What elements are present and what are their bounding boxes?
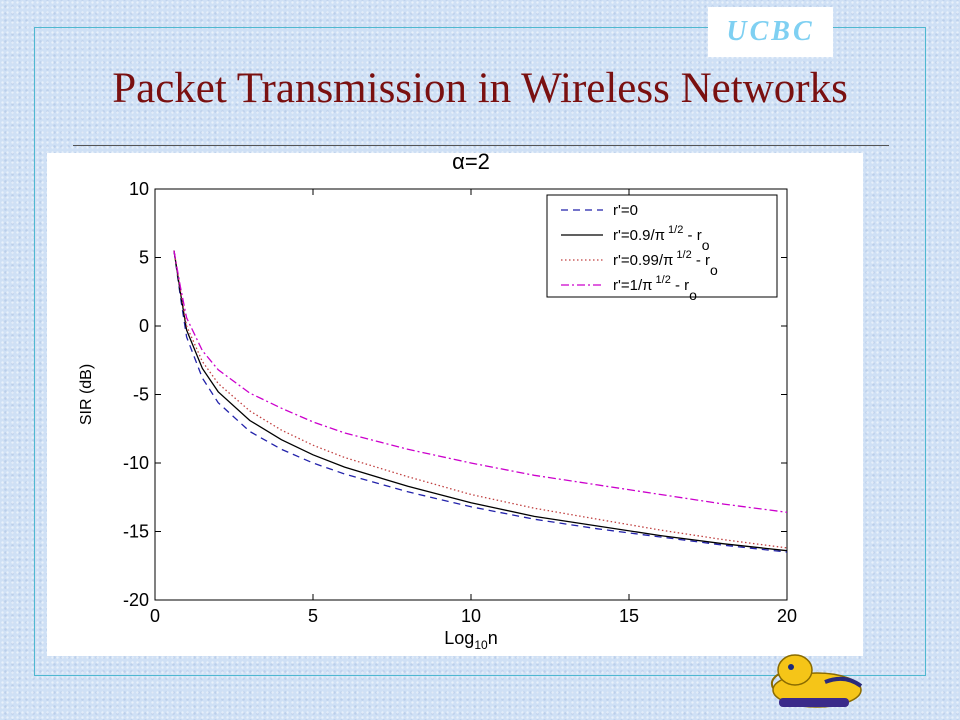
title-divider xyxy=(73,145,889,146)
y-tick-label: 10 xyxy=(129,179,149,199)
x-tick-label: 20 xyxy=(777,606,797,626)
slide-title: Packet Transmission in Wireless Networks xyxy=(112,65,848,112)
legend-entry-main: r'=0.99/π xyxy=(613,252,673,269)
legend-entry-2: r'=0.99/π 1/2 - ro xyxy=(613,249,718,278)
legend-entry-sup: 1/2 xyxy=(652,274,670,286)
x-tick-label: 10 xyxy=(461,606,481,626)
y-tick-label: -5 xyxy=(133,385,149,405)
legend-box xyxy=(546,194,778,298)
legend-entry-0: r'=0 xyxy=(613,202,638,219)
x-tick-label: 5 xyxy=(308,606,318,626)
y-tick-label: 5 xyxy=(139,248,149,268)
ucbc-logo: UCBC xyxy=(708,7,833,57)
legend-entry-tail: - r xyxy=(671,277,689,294)
legend-entry-3: r'=1/π 1/2 - ro xyxy=(613,274,697,303)
legend-entry-sub: o xyxy=(710,262,718,278)
logo-text: UCBC xyxy=(726,16,815,47)
y-tick-label: 0 xyxy=(139,316,149,336)
x-axis-label-sub: 10 xyxy=(474,638,488,652)
legend-entry-1: r'=0.9/π 1/2 - ro xyxy=(613,224,710,253)
series-line-2 xyxy=(173,250,788,549)
legend-entry-main: r'=0 xyxy=(613,202,638,219)
legend-entry-sup: 1/2 xyxy=(665,224,683,236)
legend-entry-sup: 1/2 xyxy=(673,249,691,261)
chart-card: α=2 0 5 10 15 20 -20 -15 -10 -5 0 5 10 Log10n SIR (dB)… xyxy=(47,153,863,656)
legend-entry-sub: o xyxy=(702,237,710,253)
legend-entry-main: r'=1/π xyxy=(613,277,652,294)
x-tick-label: 15 xyxy=(619,606,639,626)
legend-entry-tail: - r xyxy=(683,227,701,244)
legend-entry-main: r'=0.9/π xyxy=(613,227,665,244)
y-tick-label: -15 xyxy=(123,522,149,542)
y-tick-label: -10 xyxy=(123,453,149,473)
series-line-3 xyxy=(173,250,788,513)
legend-entry-tail: - r xyxy=(692,252,710,269)
series-line-0 xyxy=(173,250,788,553)
y-axis-label: SIR (dB) xyxy=(78,364,95,425)
chart-title: α=2 xyxy=(452,153,490,174)
x-axis-label-tail: n xyxy=(488,628,498,648)
x-tick-label: 0 xyxy=(150,606,160,626)
series-line-1 xyxy=(173,250,788,552)
slide-frame xyxy=(34,27,926,676)
x-axis-label-main: Log xyxy=(444,628,474,648)
y-tick-label: -20 xyxy=(123,590,149,610)
legend-entry-sub: o xyxy=(689,287,697,303)
x-axis-label: Log10n xyxy=(444,628,497,652)
mascot-icon xyxy=(770,654,863,708)
